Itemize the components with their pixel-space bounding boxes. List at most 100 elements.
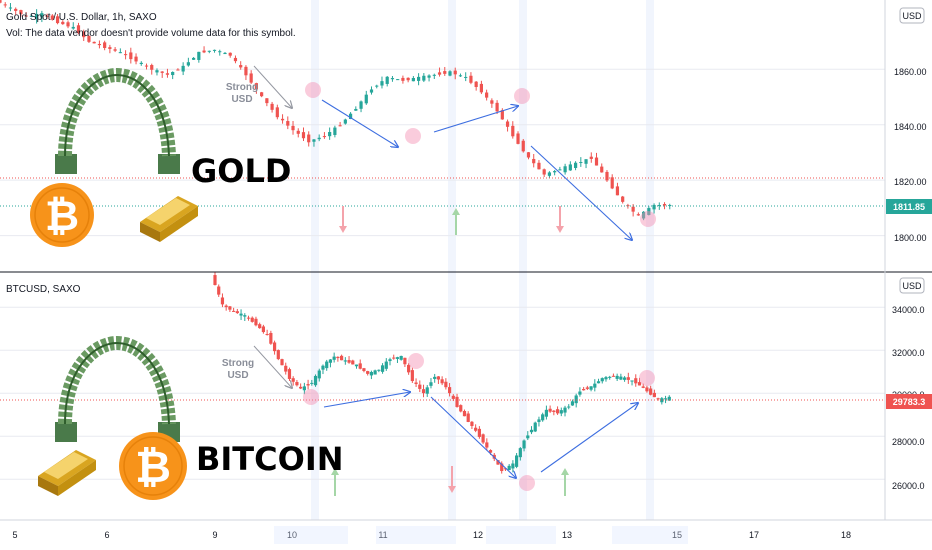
gold-bar-icon — [140, 196, 198, 242]
btc-y-tick: 26000.0 — [892, 481, 925, 491]
candle-body — [500, 110, 504, 120]
up-arrow-icon — [561, 468, 569, 496]
candle-body — [258, 324, 262, 329]
candle-body — [260, 92, 264, 97]
candle-body — [14, 8, 18, 11]
gold-y-tick: 1820.00 — [894, 177, 927, 187]
candle-body — [45, 15, 49, 17]
candle-body — [377, 369, 381, 371]
candle-body — [239, 65, 243, 68]
candle-body — [192, 57, 196, 60]
btc-currency-label: USD — [902, 281, 922, 291]
gold-currency-label: USD — [902, 11, 922, 21]
candle-body — [217, 286, 221, 295]
candle-body — [642, 211, 646, 219]
annotation-arrow — [253, 65, 292, 108]
up-arrow-icon — [331, 468, 339, 496]
candle-body — [338, 125, 342, 127]
trend-arrow — [530, 145, 632, 240]
x-tick: 17 — [749, 530, 759, 540]
candle-body — [533, 422, 537, 432]
candle-body — [570, 401, 575, 406]
candle-body — [399, 355, 403, 360]
candle-body — [312, 139, 316, 142]
candle-body — [336, 356, 340, 359]
candle-body — [421, 389, 426, 394]
x-tick: 6 — [104, 530, 109, 540]
candle-body — [462, 410, 467, 417]
candle-body — [464, 76, 468, 78]
bitcoin-coin-icon: ₿ — [119, 432, 187, 500]
candle-body — [24, 15, 28, 17]
gold-currency-badge[interactable] — [899, 7, 925, 24]
candle-body — [649, 388, 653, 395]
candle-body — [542, 169, 546, 175]
candle-body — [233, 57, 238, 62]
candle-body — [608, 376, 612, 378]
candle-body — [410, 370, 414, 382]
candle-body — [348, 113, 353, 120]
x-tick: 10 — [287, 530, 297, 540]
candle-body — [340, 355, 344, 361]
candle-body — [129, 52, 133, 60]
candle-body — [295, 382, 299, 386]
candle-body — [270, 103, 274, 110]
candle-body — [474, 81, 478, 88]
candle-body — [496, 460, 500, 465]
candle-body — [160, 71, 164, 73]
candle-body — [455, 396, 459, 407]
candle-body — [567, 406, 571, 408]
candle-body — [425, 387, 429, 394]
candle-body — [490, 100, 494, 104]
candle-body — [429, 382, 433, 386]
candle-body — [284, 365, 288, 372]
candle-body — [443, 71, 447, 74]
candle-body — [574, 395, 578, 404]
candle-body — [118, 52, 122, 54]
candle-body — [641, 386, 645, 388]
candle-body — [317, 137, 321, 140]
candle-body — [373, 370, 377, 375]
candle-body — [427, 75, 431, 78]
candle-body — [139, 62, 143, 65]
candle-body — [667, 396, 671, 401]
candle-body — [150, 65, 154, 70]
btc-currency-badge[interactable] — [899, 277, 925, 294]
candle-body — [144, 65, 149, 67]
candle-body — [662, 204, 667, 206]
gold-symbol-title[interactable]: Gold Spot / U.S. Dollar, 1h, SAXO — [6, 12, 157, 23]
candle-body — [265, 334, 269, 336]
candle-body — [406, 77, 410, 81]
event-band — [448, 0, 456, 520]
time-axis[interactable]: 5 6 9 10 11 12 13 15 17 18 — [12, 530, 851, 540]
gold-y-tick: 1800.00 — [894, 233, 927, 243]
highlight-circle — [405, 128, 421, 144]
candle-body — [451, 395, 455, 399]
candle-body — [97, 43, 102, 46]
candle-body — [663, 398, 668, 400]
candle-body — [176, 69, 180, 71]
x-tick: 11 — [378, 530, 387, 540]
candle-body — [286, 121, 290, 126]
candle-body — [503, 468, 508, 470]
candle-body — [8, 7, 13, 9]
money-arch-image — [55, 335, 180, 442]
candle-body — [244, 66, 248, 76]
candle-body — [213, 275, 217, 286]
candle-body — [611, 375, 616, 377]
x-tick: 18 — [841, 530, 851, 540]
candle-body — [134, 56, 138, 62]
candle-body — [544, 409, 548, 417]
btc-symbol-title[interactable]: BTCUSD, SAXO — [6, 284, 81, 295]
candle-body — [287, 369, 292, 379]
candle-body — [261, 326, 266, 333]
strong-usd-annotation-line2: USD — [227, 370, 248, 381]
candle-body — [485, 92, 489, 98]
x-tick: 12 — [473, 530, 483, 540]
candle-body — [35, 13, 39, 19]
money-arch-icon — [55, 335, 180, 442]
candle-body — [171, 72, 175, 76]
candle-body — [474, 427, 478, 431]
candle-body — [328, 359, 333, 363]
candle-body — [529, 429, 534, 433]
